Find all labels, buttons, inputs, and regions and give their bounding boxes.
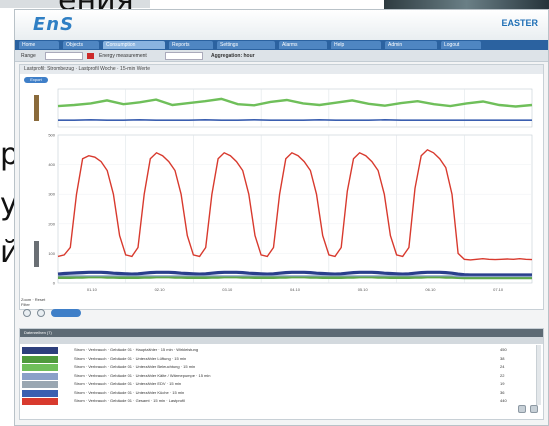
legend-row[interactable]: Strom · Verbrauch · Gebäude 01 · Unterzä… xyxy=(20,380,543,388)
nav-tab-consumption[interactable]: Consumption xyxy=(103,41,165,49)
legend-panel: Datenreihen (7) Strom · Verbrauch · Gebä… xyxy=(19,328,544,420)
chart-footer-line: Filter xyxy=(21,302,30,307)
download-icon[interactable] xyxy=(530,405,538,413)
x-tick-label: 01.10 xyxy=(87,287,98,292)
legend-column-header xyxy=(20,337,543,344)
x-tick-label: 05.10 xyxy=(358,287,369,292)
main-series-line[interactable] xyxy=(58,275,532,278)
app-logo[interactable]: EnS xyxy=(33,14,75,35)
nav-tab-logout[interactable]: Logout xyxy=(441,41,481,49)
chart-panel: Lastprofil: Strombezug · Lastprofil Woch… xyxy=(19,64,544,310)
mini-series-line[interactable] xyxy=(57,97,533,108)
series-color-swatch xyxy=(22,398,58,405)
series-value: 36 xyxy=(500,389,505,395)
app-window: EnS EASTER Home Objects Consumption Reports… xyxy=(14,9,549,426)
y-tick-label: 500 xyxy=(48,133,55,138)
y-tick-label: 400 xyxy=(48,162,55,167)
chart-panel-title: Lastprofil: Strombezug · Lastprofil Woch… xyxy=(20,65,543,74)
legend-row[interactable]: Strom · Verbrauch · Gebäude 01 · Hauptzä… xyxy=(20,346,543,354)
line-chart[interactable]: 0 100 200 300 400 500 01.10 02.10 03.10 04.10 05.1… xyxy=(20,65,545,311)
series-color-swatch xyxy=(22,381,58,388)
legend-row[interactable]: Strom · Verbrauch · Gebäude 01 · Gesamt … xyxy=(20,397,543,405)
main-series-line[interactable] xyxy=(57,270,532,277)
series-color-swatch xyxy=(22,372,58,380)
brand-label: EASTER xyxy=(501,18,538,28)
x-tick-label: 07.10 xyxy=(493,287,504,292)
main-series-line[interactable] xyxy=(58,275,532,280)
main-legend-swatch xyxy=(34,241,39,267)
x-tick-label: 02.10 xyxy=(155,287,166,292)
series-label: Strom · Verbrauch · Gebäude 01 · Unterzä… xyxy=(74,381,182,386)
series-label: Strom · Verbrauch · Gebäude 01 · Unterzä… xyxy=(74,355,187,361)
mini-legend-swatch xyxy=(34,95,39,121)
nav-tab-reports[interactable]: Reports xyxy=(169,41,213,49)
apply-button[interactable] xyxy=(51,309,81,317)
legend-row[interactable]: Strom · Verbrauch · Gebäude 01 · Unterzä… xyxy=(20,363,543,371)
legend-row[interactable]: Strom · Verbrauch · Gebäude 01 · Unterzä… xyxy=(20,355,543,363)
chart-footer-line: Zoom · Reset xyxy=(21,297,46,302)
slide-text-fragment: у xyxy=(0,187,18,222)
series-value: 440 xyxy=(500,398,507,403)
series-label: Strom · Verbrauch · Gebäude 01 · Gesamt … xyxy=(74,398,185,403)
range-select[interactable] xyxy=(45,52,83,60)
legend-panel-header: Datenreihen (7) xyxy=(20,329,543,337)
series-label: Strom · Verbrauch · Gebäude 01 · Unterzä… xyxy=(74,372,211,378)
main-nav: Home Objects Consumption Reports Settings Ala… xyxy=(15,40,548,50)
series-label: Strom · Verbrauch · Gebäude 01 · Unterzä… xyxy=(74,364,196,369)
slide-photo-strip xyxy=(384,0,549,10)
alert-icon[interactable] xyxy=(87,53,94,59)
nav-tab-help[interactable]: Help xyxy=(331,41,381,49)
x-tick-label: 04.10 xyxy=(290,287,301,292)
export-button[interactable] xyxy=(24,77,48,83)
series-value: 450 xyxy=(500,347,507,352)
main-series-line[interactable] xyxy=(57,148,533,261)
y-tick-label: 300 xyxy=(48,192,55,197)
zoom-in-icon[interactable] xyxy=(23,309,31,317)
nav-tab-alarms[interactable]: Alarms xyxy=(279,41,327,49)
series-color-swatch xyxy=(22,389,58,397)
series-value: 22 xyxy=(500,372,505,378)
legend-scrollbar[interactable] xyxy=(536,345,541,405)
y-tick-label: 200 xyxy=(48,221,55,226)
nav-tab-settings[interactable]: Settings xyxy=(217,41,275,49)
measurement-select[interactable] xyxy=(165,52,203,60)
zoom-out-icon[interactable] xyxy=(37,309,45,317)
x-tick-label: 06.10 xyxy=(425,287,436,292)
mini-chart-frame xyxy=(57,88,533,128)
toolbar-range-label: Range xyxy=(21,53,36,59)
x-tick-label: 03.10 xyxy=(222,287,233,292)
main-chart-frame xyxy=(57,134,533,284)
series-value: 24 xyxy=(500,364,505,369)
slide-top-strip xyxy=(0,0,150,8)
series-label: Strom · Verbrauch · Gebäude 01 · Unterzä… xyxy=(74,389,185,395)
y-tick-label: 0 xyxy=(53,281,56,286)
legend-row[interactable]: Strom · Verbrauch · Gebäude 01 · Unterzä… xyxy=(20,389,543,397)
series-value: 19 xyxy=(500,381,505,386)
series-color-swatch xyxy=(22,347,58,354)
toolbar-measurement-label: Energy measurement xyxy=(99,53,147,59)
toolbar: Range Energy measurement Aggregation: ho… xyxy=(15,50,548,62)
legend-row[interactable]: Strom · Verbrauch · Gebäude 01 · Unterzä… xyxy=(20,372,543,380)
series-color-swatch xyxy=(22,364,58,371)
nav-tab-admin[interactable]: Admin xyxy=(385,41,437,49)
y-tick-label: 100 xyxy=(48,251,55,256)
app-header: EnS EASTER xyxy=(15,10,548,40)
print-icon[interactable] xyxy=(518,405,526,413)
export-button-label: Export xyxy=(30,77,42,82)
nav-tab-objects[interactable]: Objects xyxy=(63,41,99,49)
toolbar-aggregation-label: Aggregation: hour xyxy=(211,53,255,59)
nav-tab-home[interactable]: Home xyxy=(19,41,59,49)
series-color-swatch xyxy=(22,355,58,363)
series-value: 38 xyxy=(500,355,505,361)
series-label: Strom · Verbrauch · Gebäude 01 · Hauptzä… xyxy=(74,347,199,352)
